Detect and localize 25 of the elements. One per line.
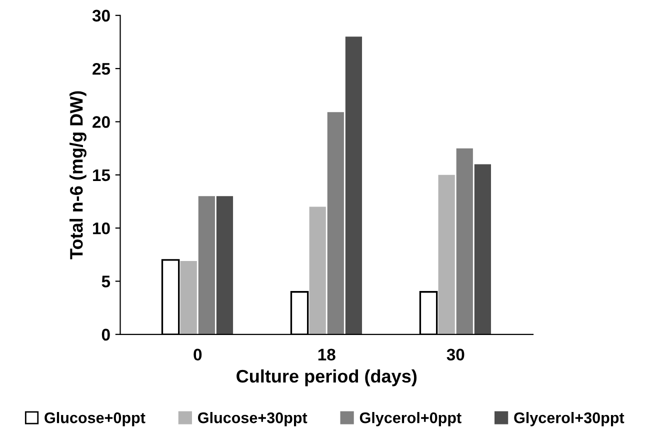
x-tick-label: 18 [318,348,336,361]
y-tick-label: 10 [93,222,110,234]
y-tick-label: 5 [102,276,110,288]
y-tick-label: 30 [92,10,110,22]
y-axis-title: Total n-6 (mg/g DW) [70,91,86,260]
bar [474,164,492,334]
bar [180,261,197,334]
x-axis-title: Culture period (days) [236,369,417,386]
x-tick-label: 30 [446,348,464,361]
legend-label: Glucose+30ppt [198,412,308,426]
bar [198,196,215,334]
bar [309,206,326,334]
bar [327,112,344,334]
legend-label: Glycerol+0ppt [360,412,462,426]
bar [345,36,362,334]
y-tick-label: 20 [92,116,110,128]
y-tick-label: 25 [92,62,110,75]
bar [438,174,455,334]
y-tick-label: 0 [102,328,110,341]
y-tick-label: 15 [93,169,110,182]
bar [456,148,473,334]
x-tick-label: 0 [194,348,202,361]
bar [216,196,234,334]
legend-label: Glycerol+30ppt [514,412,624,426]
legend-label: Glucose+0ppt [44,412,146,426]
